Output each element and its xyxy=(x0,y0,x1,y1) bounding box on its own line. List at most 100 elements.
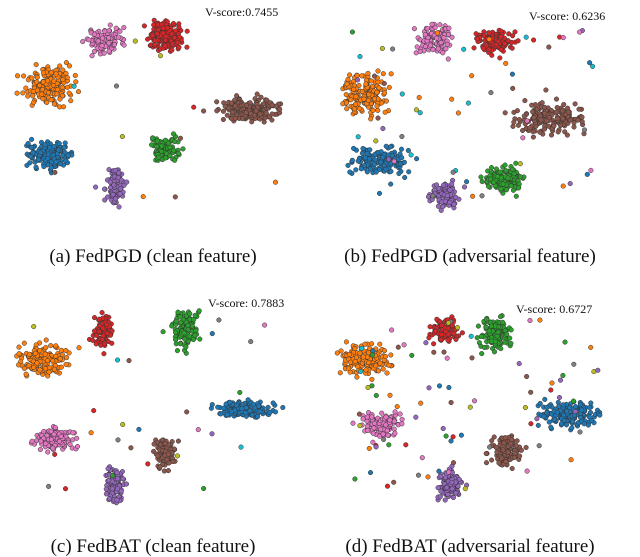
point xyxy=(419,455,425,461)
point xyxy=(258,94,264,100)
point xyxy=(491,349,498,355)
point xyxy=(155,453,161,459)
caption: (b) FedPGD (adversarial feature) xyxy=(344,246,596,267)
point xyxy=(238,444,244,450)
point xyxy=(376,85,382,91)
point xyxy=(216,317,222,323)
point xyxy=(107,22,113,28)
point xyxy=(177,135,184,141)
point xyxy=(494,449,500,455)
point xyxy=(514,108,520,114)
point xyxy=(449,96,455,102)
point xyxy=(345,76,351,82)
point xyxy=(559,108,565,114)
point xyxy=(371,96,378,102)
point xyxy=(260,101,267,107)
point xyxy=(485,168,491,174)
point xyxy=(99,310,105,316)
point xyxy=(28,144,34,150)
point xyxy=(48,343,54,349)
point xyxy=(368,78,374,84)
point xyxy=(520,135,526,141)
point xyxy=(162,43,168,49)
point xyxy=(66,63,73,69)
point xyxy=(413,414,419,420)
point xyxy=(90,337,96,343)
point xyxy=(220,108,226,114)
point xyxy=(47,145,53,151)
point xyxy=(522,404,528,411)
point xyxy=(34,74,40,80)
point xyxy=(73,79,79,85)
point xyxy=(94,332,100,339)
point xyxy=(503,187,510,193)
point xyxy=(29,438,35,444)
point xyxy=(555,129,561,135)
point xyxy=(389,152,395,159)
point xyxy=(33,62,39,68)
point xyxy=(581,421,587,427)
point xyxy=(436,468,442,474)
point xyxy=(369,414,375,420)
point xyxy=(240,116,246,122)
point xyxy=(399,421,405,427)
point xyxy=(496,460,502,466)
point xyxy=(440,182,447,188)
point xyxy=(523,444,529,451)
point xyxy=(352,358,358,365)
point xyxy=(57,356,63,362)
point xyxy=(570,419,576,425)
point xyxy=(113,83,120,89)
point xyxy=(535,422,541,428)
point xyxy=(39,91,45,97)
point xyxy=(136,426,142,432)
point xyxy=(560,35,566,41)
point xyxy=(376,190,383,196)
point xyxy=(347,359,354,365)
point xyxy=(363,367,369,373)
point xyxy=(398,146,405,152)
point xyxy=(346,351,352,358)
point xyxy=(507,335,513,341)
point xyxy=(40,96,46,102)
point xyxy=(556,394,563,401)
point xyxy=(16,351,22,357)
point xyxy=(57,63,63,69)
point xyxy=(371,420,378,426)
point xyxy=(171,147,177,153)
point xyxy=(63,60,69,66)
point xyxy=(43,337,49,343)
point xyxy=(388,71,394,77)
point xyxy=(190,336,197,343)
point xyxy=(488,165,495,171)
point xyxy=(438,488,444,494)
point xyxy=(548,424,554,430)
point xyxy=(365,384,371,391)
point xyxy=(174,348,180,354)
point xyxy=(209,331,215,337)
point xyxy=(572,408,578,415)
point xyxy=(193,328,199,334)
point xyxy=(542,110,548,117)
point xyxy=(557,377,564,383)
point xyxy=(587,404,593,411)
point xyxy=(530,109,536,115)
point xyxy=(483,450,489,457)
point xyxy=(450,460,457,466)
point xyxy=(509,465,515,472)
point xyxy=(524,373,530,380)
point xyxy=(50,445,56,451)
point xyxy=(184,28,190,34)
point xyxy=(450,169,456,175)
point xyxy=(100,325,106,331)
point xyxy=(461,46,467,52)
point xyxy=(172,329,179,335)
point xyxy=(367,147,373,153)
point xyxy=(243,410,249,416)
v-score: V-score: 0.6236 xyxy=(529,9,605,23)
point xyxy=(502,339,508,345)
point xyxy=(369,352,376,358)
point xyxy=(476,340,482,346)
point xyxy=(500,319,506,325)
point xyxy=(53,159,59,165)
